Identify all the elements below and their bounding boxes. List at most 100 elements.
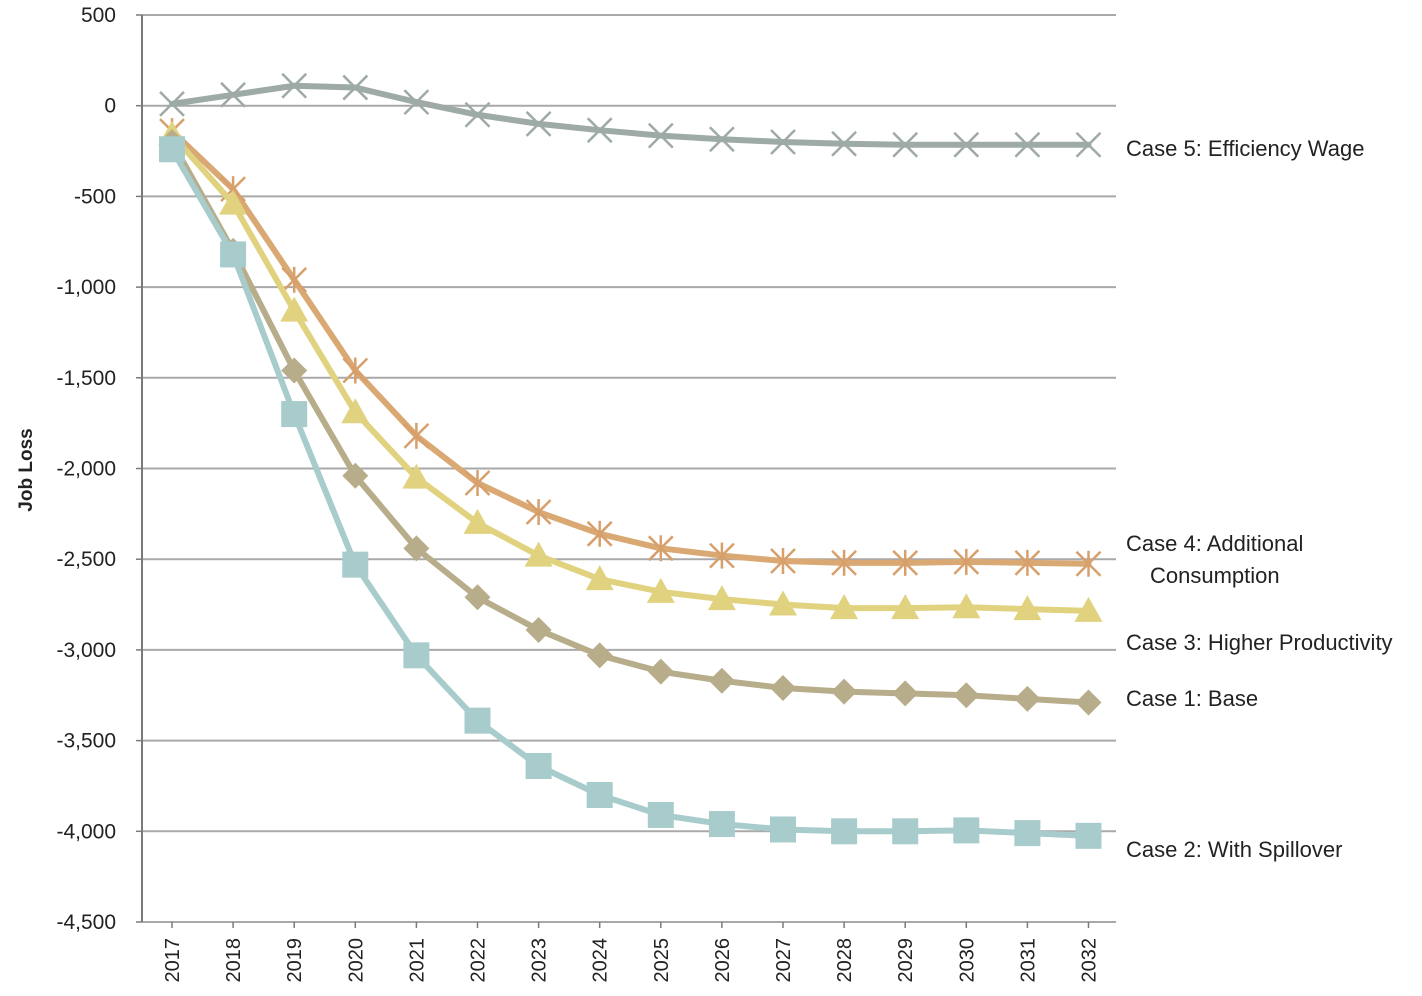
x-tick-label: 2030 bbox=[956, 938, 978, 983]
series-line bbox=[169, 146, 1092, 839]
series-label: Case 3: Higher Productivity bbox=[1126, 630, 1393, 655]
data-point-triangle bbox=[219, 189, 248, 215]
series-line bbox=[169, 82, 1092, 148]
data-point-square bbox=[1075, 822, 1102, 849]
data-point-asterisk bbox=[831, 549, 857, 576]
x-tick-label: 2025 bbox=[651, 938, 673, 983]
data-point-triangle bbox=[1013, 595, 1042, 621]
data-point-diamond bbox=[831, 678, 858, 705]
series-line bbox=[169, 138, 1092, 706]
data-point-x bbox=[770, 129, 796, 155]
data-point-diamond bbox=[281, 357, 308, 384]
series bbox=[159, 136, 1102, 849]
data-point-square bbox=[953, 817, 980, 844]
data-point-triangle bbox=[830, 594, 859, 620]
x-tick-label: 2029 bbox=[895, 938, 917, 983]
data-point-square bbox=[525, 752, 552, 779]
series-label: Case 2: With Spillover bbox=[1126, 837, 1342, 862]
x-tick-label: 2023 bbox=[529, 938, 551, 983]
series bbox=[158, 120, 1103, 622]
series bbox=[159, 118, 1102, 577]
data-point-triangle bbox=[341, 398, 370, 424]
data-point-x bbox=[403, 89, 430, 115]
data-point-asterisk bbox=[1075, 550, 1102, 577]
data-point-x bbox=[342, 74, 369, 101]
data-point-asterisk bbox=[647, 535, 674, 562]
data-point-asterisk bbox=[770, 548, 796, 575]
series-label: Case 4: Additional bbox=[1126, 531, 1303, 556]
data-point-x bbox=[525, 110, 552, 137]
x-tick-label: 2024 bbox=[590, 938, 612, 983]
data-point-diamond bbox=[770, 674, 796, 701]
data-point-square bbox=[403, 642, 430, 669]
data-point-asterisk bbox=[953, 548, 980, 575]
gridlines bbox=[136, 14, 1116, 923]
data-point-triangle bbox=[585, 565, 614, 591]
series-line bbox=[169, 131, 1092, 614]
x-tick-label: 2018 bbox=[223, 938, 245, 983]
data-point-diamond bbox=[1014, 685, 1041, 712]
data-point-x bbox=[831, 130, 857, 157]
data-point-x bbox=[220, 81, 246, 108]
x-tick-label: 2019 bbox=[284, 938, 306, 983]
data-point-square bbox=[464, 707, 491, 734]
data-point-diamond bbox=[464, 584, 491, 611]
data-point-triangle bbox=[952, 593, 981, 619]
y-tick-label: 500 bbox=[81, 4, 116, 27]
data-point-x bbox=[892, 131, 919, 158]
y-tick-label: -2,500 bbox=[56, 548, 116, 571]
x-tick-label: 2026 bbox=[712, 938, 734, 983]
y-tick-labels: 500 0 -500 -1,000 -1,500 -2,000 -2,500 -3,000 -3… bbox=[56, 4, 116, 934]
data-point-triangle bbox=[1074, 596, 1103, 622]
data-point-x bbox=[1014, 131, 1041, 158]
data-point-triangle bbox=[769, 590, 797, 616]
data-point-diamond bbox=[953, 682, 980, 709]
data-point-diamond bbox=[647, 658, 674, 685]
x-tick-label: 2032 bbox=[1079, 938, 1101, 983]
data-point-square bbox=[647, 801, 674, 828]
y-tick-label: 0 bbox=[104, 95, 116, 118]
series-label: Case 5: Efficiency Wage bbox=[1126, 136, 1364, 161]
data-point-square bbox=[220, 241, 247, 268]
data-point-triangle bbox=[646, 577, 675, 603]
x-tick-label: 2022 bbox=[468, 938, 490, 983]
x-tick-label: 2027 bbox=[773, 938, 795, 983]
x-tick-labels: 2017 2018 2019 2020 2021 2022 2023 2024 2025 2026… bbox=[162, 922, 1101, 983]
data-point-asterisk bbox=[342, 357, 369, 384]
y-tick-label: -4,000 bbox=[56, 820, 116, 843]
data-point-x bbox=[586, 117, 613, 144]
data-point-diamond bbox=[403, 535, 430, 562]
data-point-diamond bbox=[586, 642, 613, 669]
data-point-diamond bbox=[708, 667, 735, 694]
data-point-square bbox=[770, 816, 796, 843]
data-point-x bbox=[647, 122, 674, 149]
y-tick-label: -1,000 bbox=[56, 276, 116, 299]
data-point-asterisk bbox=[709, 542, 735, 569]
data-point-square bbox=[831, 818, 858, 845]
data-point-triangle bbox=[402, 463, 431, 489]
y-tick-label: -4,500 bbox=[56, 911, 116, 934]
data-point-triangle bbox=[280, 296, 309, 322]
data-point-square bbox=[159, 136, 185, 163]
data-point-asterisk bbox=[281, 266, 308, 293]
x-tick-label: 2021 bbox=[406, 938, 428, 983]
data-point-diamond bbox=[342, 462, 369, 489]
data-point-square bbox=[342, 551, 369, 578]
data-point-asterisk bbox=[464, 470, 491, 497]
x-tick-label: 2028 bbox=[834, 938, 856, 983]
data-point-x bbox=[159, 91, 185, 117]
series bbox=[159, 72, 1102, 158]
series-line bbox=[169, 128, 1092, 567]
data-point-asterisk bbox=[403, 422, 430, 449]
data-point-diamond bbox=[892, 680, 919, 707]
data-point-triangle bbox=[891, 594, 920, 620]
data-point-triangle bbox=[524, 541, 553, 567]
data-point-asterisk bbox=[892, 549, 919, 576]
data-point-square bbox=[586, 782, 613, 809]
data-point-square bbox=[1014, 820, 1041, 847]
data-point-x bbox=[281, 72, 308, 99]
x-tick-label: 2017 bbox=[162, 938, 184, 983]
data-point-asterisk bbox=[586, 520, 613, 547]
data-point-triangle bbox=[707, 585, 736, 611]
